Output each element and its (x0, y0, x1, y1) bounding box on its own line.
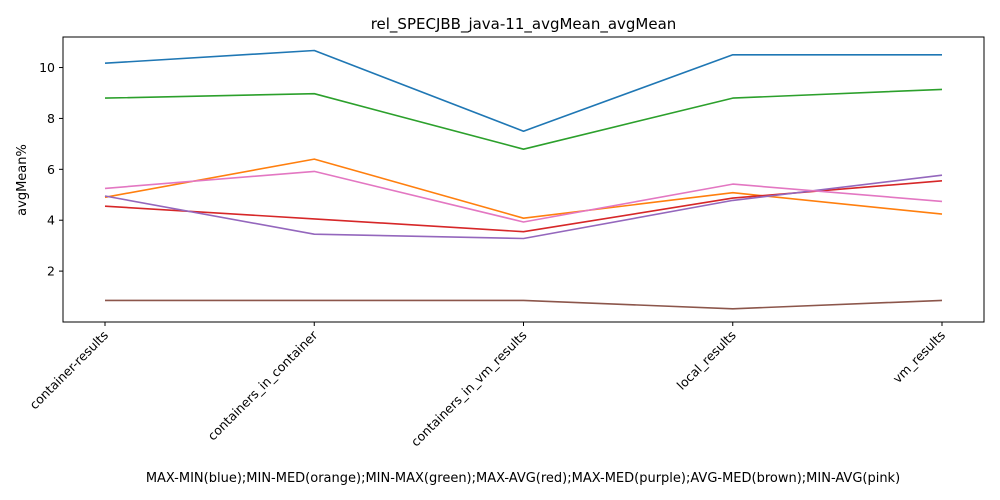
series-line-6 (104, 170, 943, 223)
x-tick-label: containers_in_container (204, 327, 320, 443)
y-tick-label: 10 (39, 60, 55, 75)
x-tick-label: container-results (26, 328, 111, 413)
chart-title: rel_SPECJBB_java-11_avgMean_avgMean (371, 15, 677, 34)
y-tick-label: 2 (47, 264, 55, 279)
y-tick-label: 6 (47, 162, 55, 177)
series-line-3 (104, 180, 943, 233)
series-line-5 (105, 299, 943, 310)
series-line-0 (104, 49, 942, 132)
x-axis-label: MAX-MIN(blue);MIN-MED(orange);MIN-MAX(gr… (146, 471, 900, 486)
y-tick-label: 8 (47, 111, 55, 126)
y-axis-label: avgMean% (15, 144, 30, 216)
x-axis: container-results containers_in_container… (26, 322, 948, 449)
series-line-2 (104, 88, 943, 150)
series-lines (104, 49, 943, 310)
series-line-1 (104, 158, 943, 219)
y-axis: 2 4 6 8 10 (39, 60, 63, 279)
x-tick-label: containers_in_vm_results (408, 328, 530, 450)
x-tick-label: local_results (674, 328, 739, 393)
x-tick-label: vm_results (890, 328, 948, 386)
y-tick-label: 4 (47, 213, 55, 228)
series-line-4 (104, 174, 943, 240)
